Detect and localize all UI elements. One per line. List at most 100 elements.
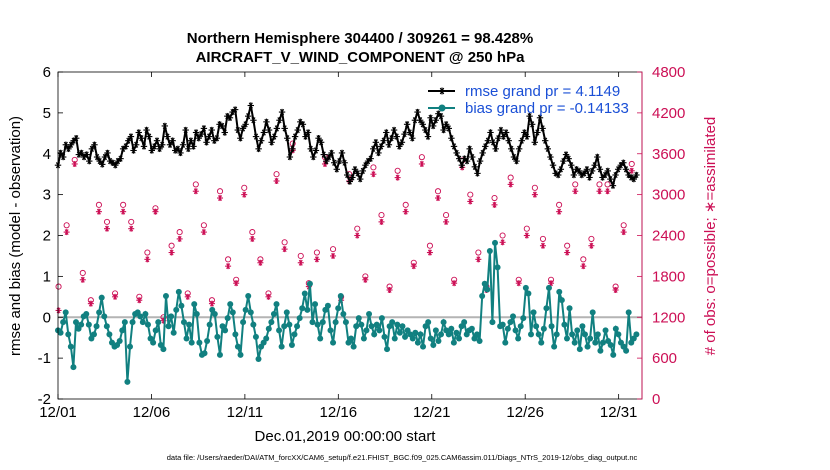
bias-point (126, 343, 133, 350)
obs-possible-point (588, 235, 595, 242)
rmse-point (424, 133, 432, 140)
rmse-point (320, 151, 327, 158)
rmse-point (187, 137, 195, 144)
bias-point (96, 309, 103, 316)
rmse-point (153, 137, 161, 144)
bias-point (579, 323, 586, 330)
obs-assimilated-point (354, 232, 361, 239)
bias-point (633, 331, 640, 338)
bias-point (592, 339, 599, 346)
rmse-point (271, 133, 278, 140)
rmse-point (380, 137, 387, 144)
bias-point (440, 319, 447, 326)
rmse-point (164, 133, 171, 140)
bias-point (296, 315, 303, 322)
bias-point (623, 347, 630, 354)
obs-assimilated-point (410, 263, 417, 270)
rmse-point (440, 126, 447, 134)
rmse-point (99, 161, 106, 168)
rmse-point (323, 157, 330, 165)
obs-assimilated-point (378, 218, 385, 225)
rmse-point (179, 141, 187, 148)
legend-rmse-marker (438, 87, 446, 95)
rmse-point (226, 114, 234, 121)
obs-assimilated-point (418, 160, 425, 167)
bias-point (70, 364, 77, 371)
bias-point (93, 323, 100, 330)
bias-point (268, 319, 275, 326)
rmse-point (258, 137, 265, 144)
bias-point (594, 331, 601, 338)
rmse-point (218, 122, 226, 130)
rmse-point (565, 155, 572, 162)
bias-point (119, 327, 126, 334)
obs-assimilated-point (475, 256, 482, 263)
rmse-point (607, 175, 614, 183)
y-left-tick-label: 0 (43, 309, 51, 326)
bias-point (78, 321, 85, 328)
obs-possible-point (249, 229, 256, 236)
rmse-point (205, 133, 213, 140)
rmse-point (385, 141, 393, 148)
obs-assimilated-point (103, 225, 110, 232)
bias-point (512, 327, 519, 334)
obs-assimilated-point (313, 256, 320, 263)
bias-point (445, 331, 452, 338)
obs-assimilated-point (572, 188, 579, 195)
bias-point (366, 310, 373, 317)
rmse-point (547, 153, 554, 161)
rmse-point (192, 129, 200, 136)
obs-assimilated-point (297, 259, 304, 266)
rmse-point (609, 182, 617, 189)
rmse-point (169, 137, 176, 144)
bias-point (144, 321, 151, 328)
rmse-point (185, 145, 192, 153)
obs-possible-point (120, 201, 127, 208)
rmse-point (560, 157, 567, 165)
rmse-point (177, 149, 184, 157)
rmse-point (502, 129, 510, 136)
rmse-point (549, 161, 557, 169)
rmse-point (614, 166, 622, 173)
bias-point (294, 323, 301, 330)
bias-point (625, 309, 632, 316)
bias-point (535, 331, 542, 338)
obs-possible-point (604, 181, 611, 188)
bias-point (286, 321, 293, 328)
bias-point (265, 325, 272, 332)
rmse-point (328, 149, 335, 157)
bias-point (574, 327, 581, 334)
obs-assimilated-point (217, 195, 224, 202)
bias-point (563, 335, 570, 342)
obs-assimilated-point (370, 171, 377, 178)
bias-point (245, 292, 252, 299)
obs-possible-point (200, 222, 207, 229)
bias-point (494, 264, 501, 271)
obs-assimilated-point (55, 307, 62, 314)
rmse-point (260, 129, 268, 136)
rmse-point (91, 141, 98, 148)
bias-point (394, 321, 401, 328)
bias-point (283, 309, 290, 316)
obs-assimilated-point (523, 232, 530, 239)
bias-point (399, 323, 406, 330)
bias-point (450, 339, 457, 346)
bias-point (62, 309, 69, 316)
rmse-point (60, 153, 67, 161)
obs-possible-point (168, 242, 175, 249)
rmse-point (372, 139, 380, 146)
rmse-point (534, 129, 541, 136)
obs-assimilated-point (596, 188, 603, 195)
obs-assimilated-point (241, 191, 248, 198)
bias-point (584, 343, 591, 350)
rmse-point (463, 157, 471, 165)
bias-point (612, 325, 619, 332)
legend-rmse-label: rmse grand pr = 4.1149 (465, 83, 620, 100)
y-right-tick-label: 1800 (652, 268, 685, 285)
rmse-point (398, 139, 406, 146)
bias-point (332, 319, 339, 326)
rmse-point (96, 157, 103, 165)
obs-assimilated-point (71, 160, 78, 167)
bias-point (453, 329, 460, 336)
bias-point (142, 310, 149, 317)
